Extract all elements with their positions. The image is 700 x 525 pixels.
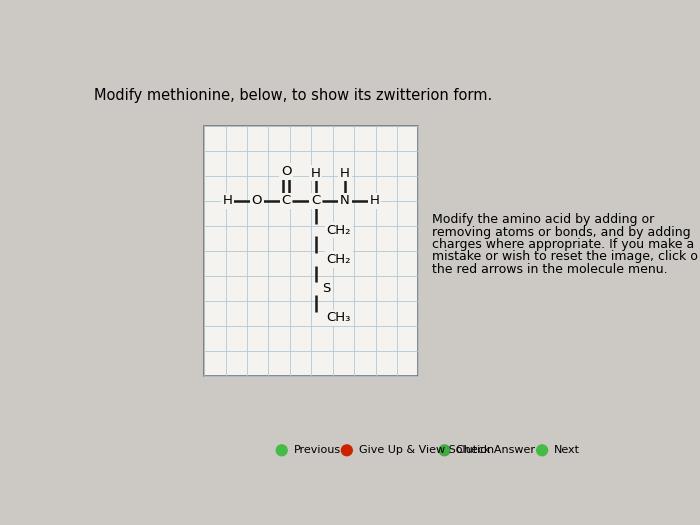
Circle shape: [342, 445, 352, 456]
Circle shape: [276, 445, 287, 456]
Text: H: H: [340, 166, 350, 180]
Text: S: S: [322, 282, 330, 295]
Text: H: H: [223, 194, 232, 207]
Text: C: C: [311, 194, 320, 207]
Text: H: H: [370, 194, 379, 207]
Text: H: H: [311, 166, 321, 180]
Bar: [204, 125, 419, 376]
Text: Modify methionine, below, to show its zwitterion form.: Modify methionine, below, to show its zw…: [94, 88, 492, 103]
Text: C: C: [281, 194, 290, 207]
Text: Previous: Previous: [294, 445, 341, 455]
Circle shape: [537, 445, 547, 456]
Text: CH₂: CH₂: [326, 224, 351, 237]
Text: O: O: [281, 165, 291, 178]
Text: N: N: [340, 194, 350, 207]
Circle shape: [439, 445, 450, 456]
Text: O: O: [251, 194, 262, 207]
Text: Modify the amino acid by adding or: Modify the amino acid by adding or: [433, 213, 654, 226]
Text: CH₃: CH₃: [326, 311, 351, 324]
Text: charges where appropriate. If you make a: charges where appropriate. If you make a: [433, 238, 694, 251]
Text: Give Up & View Solution: Give Up & View Solution: [358, 445, 494, 455]
Text: Next: Next: [554, 445, 580, 455]
Text: CH₂: CH₂: [326, 253, 351, 266]
Text: Check Answer: Check Answer: [456, 445, 536, 455]
Text: the red arrows in the molecule menu.: the red arrows in the molecule menu.: [433, 262, 668, 276]
Text: removing atoms or bonds, and by adding: removing atoms or bonds, and by adding: [433, 226, 691, 239]
Text: mistake or wish to reset the image, click o: mistake or wish to reset the image, clic…: [433, 250, 699, 264]
